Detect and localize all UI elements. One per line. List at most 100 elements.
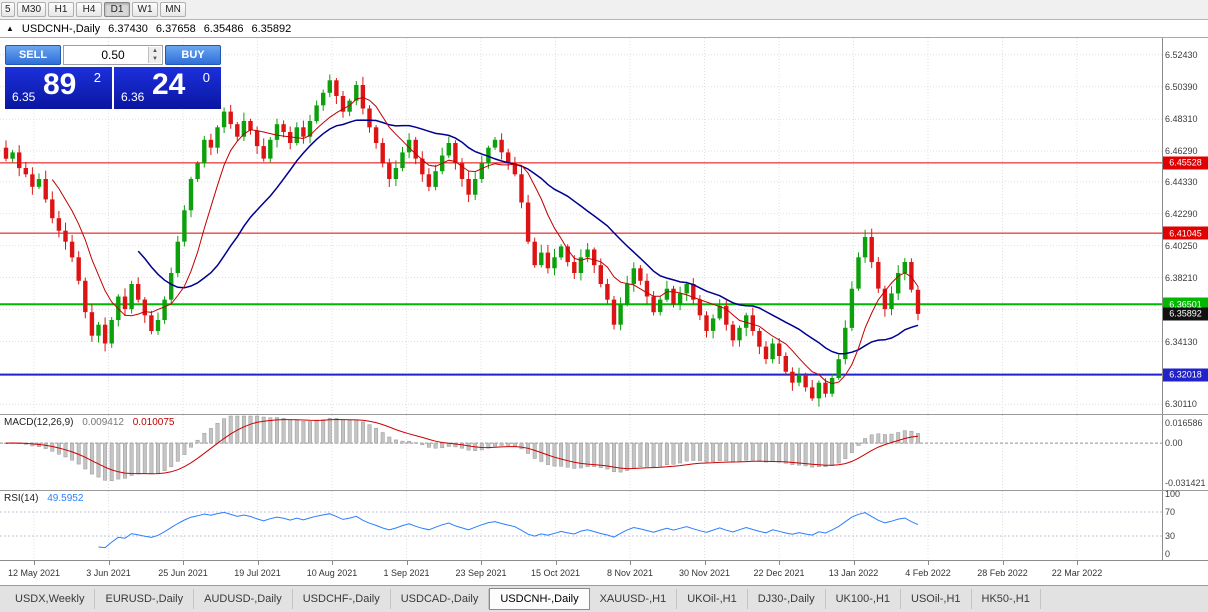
volume-box[interactable]: 0.50 ▲ ▼: [63, 45, 163, 65]
rsi-label: RSI(14): [4, 493, 39, 504]
chart-tab-uk100-h1[interactable]: UK100-,H1: [826, 589, 902, 609]
sell-price-sup: 2: [93, 70, 101, 85]
chart-tab-ukoil-h1[interactable]: UKOil-,H1: [677, 589, 748, 609]
chart-tab-xauusd-h1[interactable]: XAUUSD-,H1: [590, 589, 678, 609]
chart-symbol-title: USDCNH-,Daily: [21, 22, 101, 35]
candlestick-chart-svg: [0, 38, 1162, 414]
date-label: 30 Nov 2021: [678, 568, 731, 578]
rsi-axis-label: 100: [1165, 489, 1181, 499]
time-axis-tick: [928, 561, 929, 565]
price-axis-label: 6.52430: [1165, 49, 1198, 60]
volume-value: 0.50: [101, 48, 125, 62]
price-level-tag: 6.35892: [1163, 307, 1208, 321]
sell-button[interactable]: SELL: [5, 45, 61, 65]
macd-axis-label: -0.031421: [1165, 478, 1206, 488]
macd-axis-label: 0.00: [1165, 438, 1183, 449]
time-axis[interactable]: 12 May 2021 3 Jun 2021 25 Jun 2021 19 Jul 2…: [0, 560, 1208, 585]
buy-price-display[interactable]: 6.36 24 0: [114, 67, 221, 109]
time-axis-tick: [406, 561, 408, 565]
time-axis-tick: [257, 561, 259, 565]
date-label: 28 Feb 2022: [977, 568, 1028, 578]
timeframe-button-5[interactable]: 5: [1, 2, 15, 17]
macd-main-value: 0.009412: [82, 417, 124, 428]
rsi-scale[interactable]: 100 70 30 0: [1162, 489, 1208, 560]
buy-button[interactable]: BUY: [165, 45, 221, 65]
date-label: 13 Jan 2022: [828, 568, 879, 578]
timeframe-button-d1[interactable]: D1: [104, 2, 131, 17]
chart-tab-hk50-h1[interactable]: HK50-,H1: [972, 589, 1041, 609]
macd-label: MACD(12,26,9): [4, 417, 74, 428]
price-axis-label: 6.50390: [1165, 81, 1198, 92]
time-axis-tick: [704, 561, 706, 565]
price-axis-label: 6.44330: [1165, 176, 1198, 187]
price-level-tag: 6.41045: [1163, 226, 1208, 240]
date-label: 4 Feb 2022: [905, 568, 951, 578]
time-axis-tick: [34, 561, 35, 565]
timeframe-button-h4[interactable]: H4: [76, 2, 103, 17]
ohlc-open: 6.37430: [108, 22, 148, 35]
timeframe-toolbar: 5 M30 H1 H4 D1 W1 MN: [0, 0, 1208, 20]
ohlc-high: 6.37658: [155, 22, 196, 35]
chart-tab-usdcad-daily[interactable]: USDCAD-,Daily: [391, 589, 490, 609]
rsi-plot-area: [0, 491, 1162, 560]
time-axis-tick: [481, 561, 482, 565]
rsi-indicator-pane: RSI(14) 49.5952 100 70 30 0: [0, 489, 1208, 560]
rsi-value: 49.5952: [47, 493, 84, 504]
macd-label-row: MACD(12,26,9) 0.009412 0.010075: [4, 417, 174, 428]
chart-tab-dj30-daily[interactable]: DJ30-,Daily: [748, 589, 826, 609]
chart-tab-usdcnh-daily[interactable]: USDCNH-,Daily: [489, 588, 590, 610]
date-label: 25 Jun 2021: [158, 568, 208, 578]
volume-decrease-arrow[interactable]: ▼: [149, 55, 161, 63]
date-label: 22 Dec 2021: [753, 568, 805, 578]
date-label: 15 Oct 2021: [530, 568, 581, 578]
time-axis-tick: [1077, 561, 1078, 565]
timeframe-button-mn[interactable]: MN: [160, 2, 187, 17]
date-label: 22 Mar 2022: [1051, 568, 1103, 578]
price-axis-label: 6.30110: [1165, 399, 1197, 410]
sell-price-small: 6.35: [12, 90, 36, 104]
rsi-axis-label: 0: [1165, 549, 1171, 559]
chart-plot-area[interactable]: [0, 38, 1162, 414]
time-axis-tick: [555, 561, 557, 565]
timeframe-button-h1[interactable]: H1: [48, 2, 75, 17]
chart-tab-usoil-h1[interactable]: USOil-,H1: [901, 589, 972, 609]
one-click-collapse-icon[interactable]: ▲: [6, 24, 14, 33]
chart-tab-eurusd-daily[interactable]: EURUSD-,Daily: [95, 589, 195, 609]
time-axis-tick: [630, 561, 631, 565]
date-label: 10 Aug 2021: [306, 568, 358, 578]
macd-indicator-pane: MACD(12,26,9) 0.009412 0.010075 0.016586…: [0, 414, 1208, 490]
price-level-tag: 6.45528: [1163, 156, 1208, 170]
time-axis-tick: [779, 561, 780, 565]
price-axis-label: 6.46290: [1165, 146, 1198, 156]
buy-price-sup: 0: [202, 70, 210, 85]
macd-histogram-svg: [0, 415, 1162, 490]
chart-title-strip: ▲ USDCNH-,Daily 6.37430 6.37658 6.35486 …: [0, 20, 1208, 38]
price-axis-label: 6.34130: [1165, 336, 1198, 347]
date-label: 8 Nov 2021: [606, 568, 654, 578]
time-axis-tick: [1002, 561, 1004, 565]
chart-tabs-bar: USDX,Weekly EURUSD-,Daily AUDUSD-,Daily USD…: [0, 585, 1208, 612]
timeframe-button-m30[interactable]: M30: [16, 2, 47, 17]
macd-axis-label: 0.016586: [1165, 418, 1203, 428]
date-label: 19 Jul 2021: [234, 568, 281, 578]
price-axis-label: 6.48310: [1165, 114, 1198, 125]
time-axis-tick: [108, 561, 110, 565]
sell-price-display[interactable]: 6.35 89 2: [5, 67, 112, 109]
chart-tab-audusd-daily[interactable]: AUDUSD-,Daily: [194, 589, 293, 609]
timeframe-button-w1[interactable]: W1: [132, 2, 159, 17]
date-label: 3 Jun 2021: [86, 568, 131, 578]
macd-scale[interactable]: 0.016586 0.00 -0.031421: [1162, 415, 1208, 490]
one-click-trading-panel: SELL 0.50 ▲ ▼ BUY 6.35 89 2 6.36: [5, 45, 221, 109]
price-axis-label: 6.42290: [1165, 208, 1198, 219]
chart-tab-usdx-weekly[interactable]: USDX,Weekly: [5, 589, 96, 609]
time-axis-tick: [183, 561, 184, 565]
macd-plot-area: [0, 415, 1162, 490]
macd-signal-value: 0.010075: [132, 417, 175, 428]
ohlc-low: 6.35486: [203, 22, 244, 35]
price-scale[interactable]: 6.52430 6.50390 6.48310 6.46290 6.44330 6.422…: [1162, 38, 1208, 414]
chart-tab-usdchf-daily[interactable]: USDCHF-,Daily: [293, 589, 391, 609]
volume-increase-arrow[interactable]: ▲: [149, 47, 161, 55]
time-axis-tick: [853, 561, 855, 565]
rsi-axis-label: 70: [1165, 507, 1176, 517]
